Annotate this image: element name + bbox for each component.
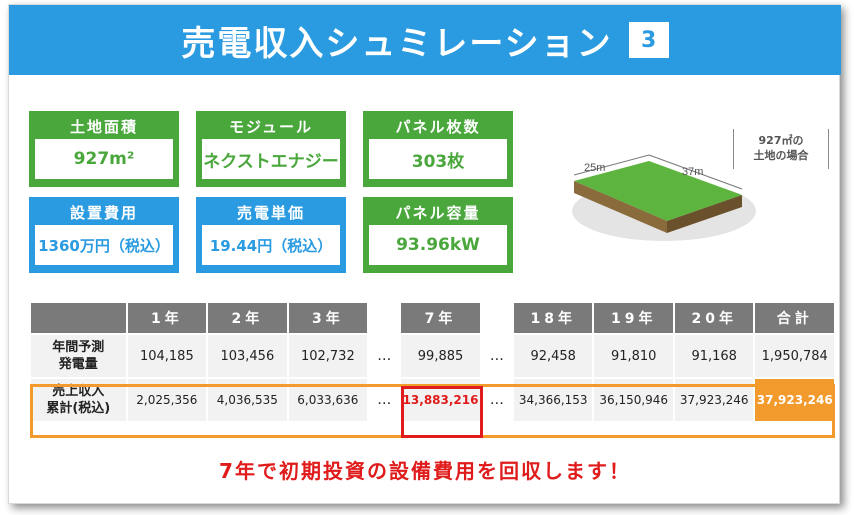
spec-panel-count: パネル枚数 303枚 [363,111,513,187]
table-corner [31,303,126,333]
col-header: 3年 [288,303,368,333]
row-header: 年間予測 発電量 [31,335,126,377]
ellipsis: … [377,348,392,364]
row-header-line2: 発電量 [58,357,98,372]
land-note-line1: 927㎡の [758,134,804,147]
spec-label: モジュール [229,118,313,136]
spec-land-area: 土地面積 927m² [29,111,179,187]
table-cell: 92,458 [513,335,593,377]
row-header-line2: 累計(税込) [46,401,111,416]
spec-label: 設置費用 [69,204,138,222]
table-cell: 36,150,946 [594,379,673,421]
table-cell: 102,732 [288,335,368,377]
ellipsis: … [489,348,504,364]
payback-cell: 13,883,216 [401,379,480,421]
col-header: 2年 [208,303,287,333]
simulation-card: 売電収入シュミレーション 3 土地面積 927m² モジュール ネクストエナジー… [8,4,841,504]
table-cell: 91,810 [594,335,673,377]
row-header-line1: 年間予測 [52,340,105,355]
table-cell: 6,033,636 [288,379,368,421]
spec-panel-capacity: パネル容量 93.96kW [363,197,513,273]
total-cell: 37,923,246 [755,379,834,421]
col-gap [369,303,399,333]
land-length-label: 37m [682,166,703,178]
spec-value: 93.96kW [369,225,507,265]
payback-caption: 7年で初期投資の設備費用を回収します！ [219,459,631,483]
table-cell: 1,950,784 [755,335,834,377]
step-badge: 3 [628,22,669,58]
col-header: 1年 [127,303,207,333]
col-header: 20年 [674,303,754,333]
table-header-row: 1年 2年 3年 7年 18年 19年 20年 合計 [31,303,834,333]
row-header: 売上収入 累計(税込) [31,379,126,421]
ellipsis: … [489,392,504,408]
row-header-line1: 売上収入 [52,384,105,399]
table-cell: 99,885 [401,335,480,377]
simulation-table: 1年 2年 3年 7年 18年 19年 20年 合計 年間予測 発電量 104,… [29,301,836,423]
table-cell: 103,456 [208,335,287,377]
col-header: 19年 [594,303,673,333]
land-area-note: 927㎡の 土地の場合 [733,129,829,169]
table-cell: 34,366,153 [513,379,593,421]
spec-value: 19.44円（税込） [202,225,340,265]
spec-label: パネル枚数 [395,118,481,136]
col-gap [482,303,512,333]
table-cell: 2,025,356 [127,379,207,421]
spec-label: 土地面積 [69,118,138,136]
spec-value: 303枚 [369,139,507,179]
table-cell: 4,036,535 [208,379,287,421]
table-cell: 37,923,246 [674,379,754,421]
page-title: 売電収入シュミレーション [181,23,613,64]
land-width-label: 25m [584,162,605,174]
table-row: 売上収入 累計(税込) 2,025,356 4,036,535 6,033,63… [31,379,834,421]
table-row: 年間予測 発電量 104,185 103,456 102,732 … 99,88… [31,335,834,377]
spec-value: 1360万円（税込） [35,225,173,265]
table-cell: 104,185 [127,335,207,377]
spec-module: モジュール ネクストエナジー [196,111,346,187]
title-banner: 売電収入シュミレーション 3 [9,5,841,75]
col-header: 合計 [755,303,834,333]
spec-label: パネル容量 [395,204,481,222]
spec-install-cost: 設置費用 1360万円（税込） [29,197,179,273]
col-header: 18年 [513,303,593,333]
land-note-line2: 土地の場合 [753,149,809,162]
land-plot-illustration: 25m 37m [572,154,756,241]
spec-sell-price: 売電単価 19.44円（税込） [196,197,346,273]
spec-value: 927m² [35,139,173,179]
col-header: 7年 [401,303,480,333]
ellipsis: … [377,392,392,408]
table-cell: 91,168 [674,335,754,377]
spec-value: ネクストエナジー [202,139,340,179]
spec-label: 売電単価 [236,204,305,222]
